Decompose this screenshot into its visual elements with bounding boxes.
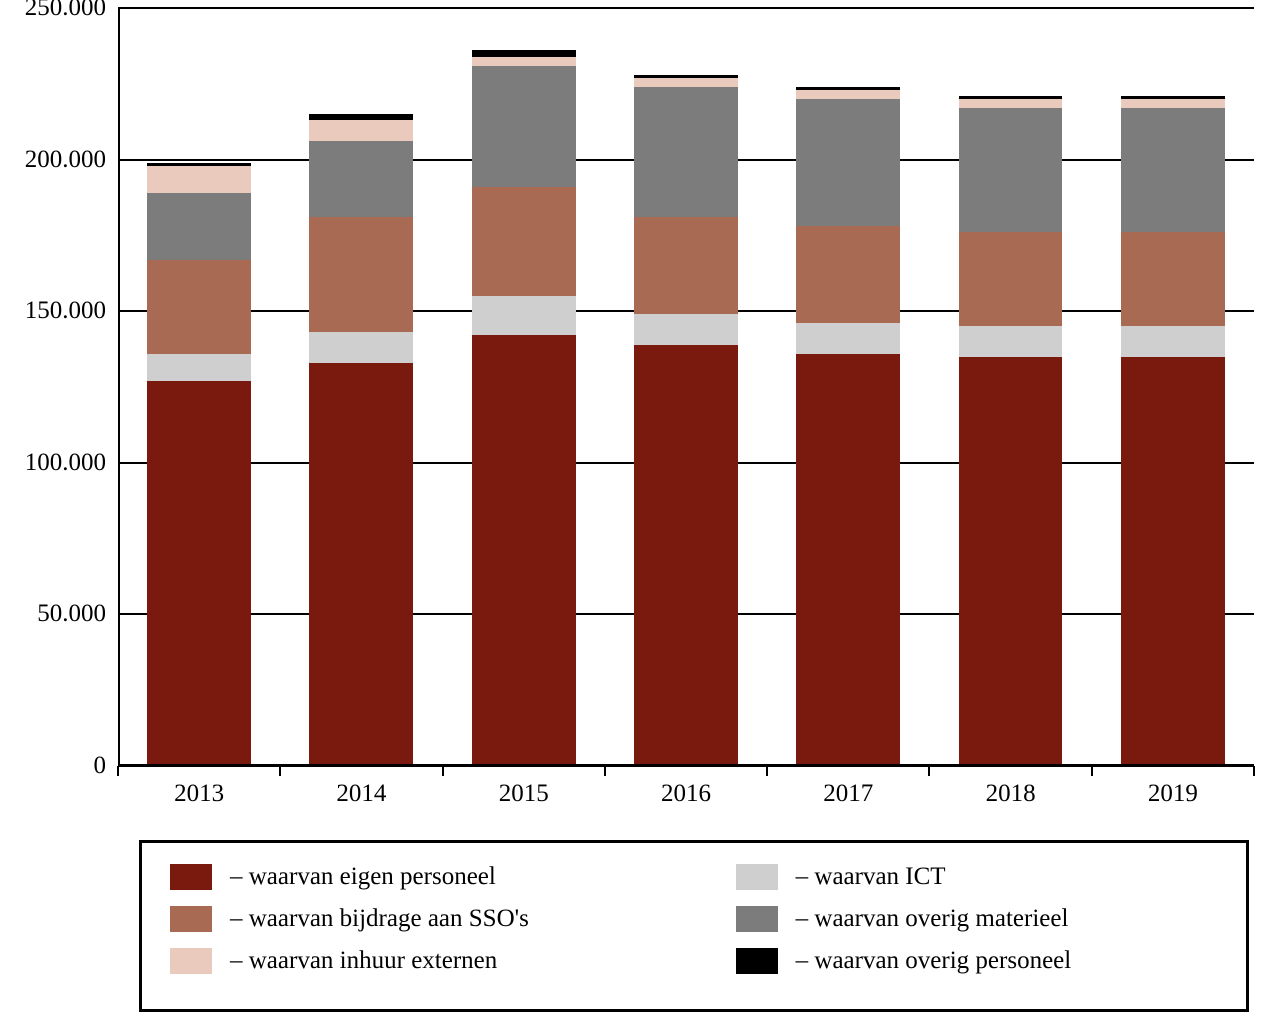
x-tick-label: 2019 — [1148, 780, 1198, 808]
bar-segment-inhuur_externen — [959, 99, 1063, 108]
bar-segment-overig_materieel — [309, 141, 413, 217]
y-tick-label: 200.000 — [25, 146, 106, 174]
gridline — [118, 7, 1254, 9]
legend-item-ict: – waarvan ICT — [736, 863, 1218, 891]
y-tick-label: 250.000 — [25, 0, 106, 22]
legend-swatch — [736, 906, 778, 932]
bar-segment-bijdrage_sso — [472, 187, 576, 296]
legend-swatch — [736, 864, 778, 890]
bar-segment-inhuur_externen — [147, 166, 251, 193]
legend-label: – waarvan eigen personeel — [230, 863, 496, 891]
x-tick-label: 2013 — [174, 780, 224, 808]
bar-segment-ict — [472, 296, 576, 335]
y-tick-label: 0 — [94, 752, 107, 780]
bar-segment-overig_personeel — [634, 75, 738, 78]
bar-segment-bijdrage_sso — [147, 260, 251, 354]
legend-item-overig_personeel: – waarvan overig personeel — [736, 947, 1218, 975]
bar-segment-overig_personeel — [796, 87, 900, 90]
legend-swatch — [736, 948, 778, 974]
x-tick-mark — [1091, 766, 1093, 776]
x-tick-mark — [928, 766, 930, 776]
bar-segment-eigen_personeel — [472, 335, 576, 766]
bar-segment-bijdrage_sso — [796, 226, 900, 323]
bar-segment-overig_materieel — [634, 87, 738, 217]
bar-segment-overig_personeel — [959, 96, 1063, 99]
bar-segment-overig_personeel — [1121, 96, 1225, 99]
bar-segment-overig_materieel — [796, 99, 900, 226]
legend: – waarvan eigen personeel – waarvan ICT – … — [139, 840, 1249, 1012]
bar-segment-overig_materieel — [959, 108, 1063, 232]
x-tick-label: 2014 — [336, 780, 386, 808]
bar-segment-bijdrage_sso — [309, 217, 413, 332]
bar-segment-inhuur_externen — [1121, 99, 1225, 108]
legend-label: – waarvan overig materieel — [796, 905, 1069, 933]
chart-canvas: 0 50.000 100.000 150.000 200.000 250.000 2013 2… — [0, 0, 1264, 1021]
bar-segment-ict — [147, 354, 251, 381]
y-tick-label: 50.000 — [37, 600, 106, 628]
bar-segment-eigen_personeel — [309, 363, 413, 766]
bar-segment-eigen_personeel — [634, 345, 738, 766]
legend-swatch — [170, 906, 212, 932]
bar-segment-overig_personeel — [147, 163, 251, 166]
legend-item-bijdrage_sso: – waarvan bijdrage aan SSO's — [170, 905, 676, 933]
x-tick-label: 2015 — [499, 780, 549, 808]
legend-label: – waarvan overig personeel — [796, 947, 1072, 975]
x-tick-mark — [1253, 766, 1255, 776]
y-tick-label: 100.000 — [25, 449, 106, 477]
bar-segment-overig_materieel — [1121, 108, 1225, 232]
x-tick-mark — [604, 766, 606, 776]
bar-segment-ict — [796, 323, 900, 353]
legend-label: – waarvan ICT — [796, 863, 946, 891]
bar-segment-ict — [1121, 326, 1225, 356]
bar-segment-overig_materieel — [472, 66, 576, 187]
legend-item-inhuur_externen: – waarvan inhuur externen — [170, 947, 676, 975]
legend-swatch — [170, 864, 212, 890]
bar-segment-ict — [309, 332, 413, 362]
bar-segment-eigen_personeel — [1121, 357, 1225, 766]
bar-segment-eigen_personeel — [796, 354, 900, 766]
bar-segment-inhuur_externen — [472, 57, 576, 66]
bar-segment-bijdrage_sso — [634, 217, 738, 314]
bar-segment-ict — [959, 326, 1063, 356]
bar-segment-inhuur_externen — [796, 90, 900, 99]
x-tick-label: 2018 — [986, 780, 1036, 808]
bar-segment-ict — [634, 314, 738, 344]
legend-label: – waarvan inhuur externen — [230, 947, 497, 975]
bar-segment-eigen_personeel — [959, 357, 1063, 766]
x-tick-mark — [766, 766, 768, 776]
x-tick-mark — [279, 766, 281, 776]
bar-segment-bijdrage_sso — [959, 232, 1063, 326]
y-tick-label: 150.000 — [25, 297, 106, 325]
x-tick-mark — [117, 766, 119, 776]
bar-segment-inhuur_externen — [634, 78, 738, 87]
bar-segment-overig_materieel — [147, 193, 251, 260]
legend-label: – waarvan bijdrage aan SSO's — [230, 905, 529, 933]
bar-segment-eigen_personeel — [147, 381, 251, 766]
legend-item-overig_materieel: – waarvan overig materieel — [736, 905, 1218, 933]
legend-swatch — [170, 948, 212, 974]
bar-segment-inhuur_externen — [309, 120, 413, 141]
x-tick-label: 2017 — [823, 780, 873, 808]
x-tick-mark — [442, 766, 444, 776]
bar-segment-overig_personeel — [472, 50, 576, 56]
bar-segment-bijdrage_sso — [1121, 232, 1225, 326]
bar-segment-overig_personeel — [309, 114, 413, 120]
x-tick-label: 2016 — [661, 780, 711, 808]
legend-item-eigen_personeel: – waarvan eigen personeel — [170, 863, 676, 891]
